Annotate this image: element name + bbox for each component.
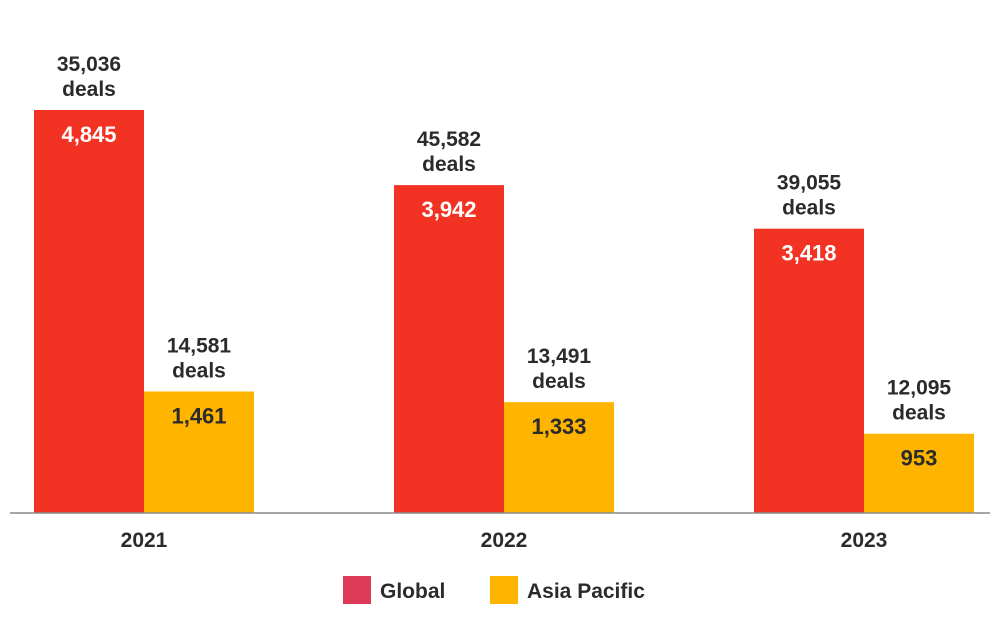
x-tick-label: 2021 — [121, 529, 168, 552]
bar-asia-pacific-2023 — [864, 433, 974, 513]
bar-value-label: 4,845 — [61, 122, 116, 147]
bar-value-label: 1,333 — [531, 414, 586, 439]
legend-label: Asia Pacific — [527, 580, 645, 603]
legend-swatch-asia-pacific — [490, 576, 518, 604]
bar-global-2023 — [754, 228, 864, 513]
bar-asia-pacific-2021 — [144, 391, 254, 513]
deals-word-label: deals — [172, 359, 226, 382]
deals-word-label: deals — [532, 370, 586, 393]
deals-count-label: 13,491 — [527, 345, 592, 368]
deals-count-label: 12,095 — [887, 377, 952, 400]
x-tick-label: 2023 — [841, 529, 888, 552]
deals-count-label: 39,055 — [777, 172, 842, 195]
deals-count-label: 35,036 — [57, 53, 121, 76]
labels-layer: 4,84535,036deals1,46114,581deals3,94245,… — [57, 53, 952, 471]
deals-word-label: deals — [782, 197, 836, 220]
legend-swatch-global — [343, 576, 371, 604]
x-axis-ticks: 2021 2022 2023 — [121, 529, 888, 552]
legend: Global Asia Pacific — [343, 576, 645, 604]
bar-global-2021 — [34, 110, 144, 513]
deals-count-label: 14,581 — [167, 334, 232, 357]
bar-value-label: 1,461 — [171, 403, 226, 428]
deals-word-label: deals — [422, 153, 476, 176]
bar-value-label: 953 — [901, 446, 938, 471]
legend-label: Global — [380, 580, 445, 603]
bar-global-2022 — [394, 185, 504, 513]
bar-asia-pacific-2022 — [504, 402, 614, 513]
deals-count-label: 45,582 — [417, 128, 481, 151]
bar-value-label: 3,942 — [421, 197, 476, 222]
bar-value-label: 3,418 — [781, 241, 836, 266]
deals-word-label: deals — [62, 78, 116, 101]
deals-word-label: deals — [892, 402, 946, 425]
x-tick-label: 2022 — [481, 529, 528, 552]
bars-layer — [34, 110, 974, 513]
